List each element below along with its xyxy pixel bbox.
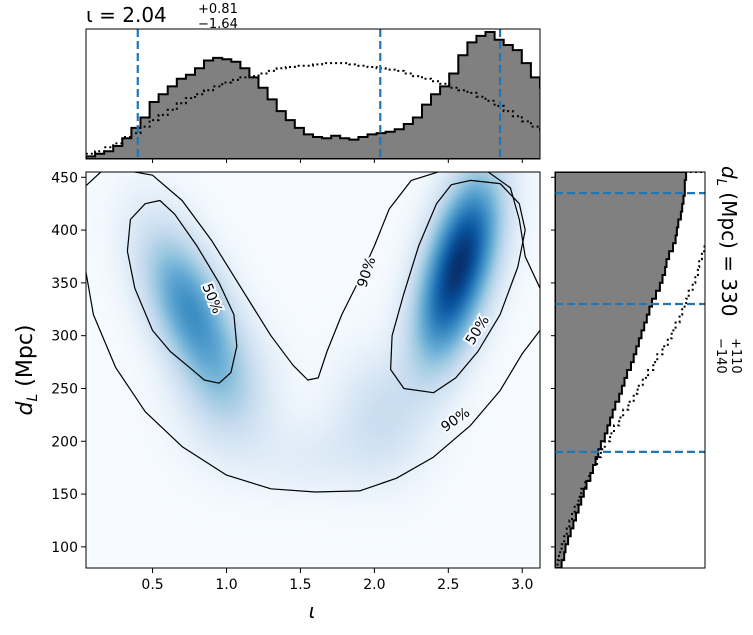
- contour-50pct-0: [126, 199, 238, 384]
- right-title-sub: −140: [713, 338, 728, 374]
- right-histogram: [551, 171, 706, 569]
- right-frame: [554, 171, 706, 569]
- x-axis-label: ι: [309, 599, 316, 623]
- y-axis-label: dL (Mpc): [13, 325, 41, 416]
- top-frame: [85, 28, 541, 160]
- top-histogram: [85, 28, 541, 163]
- x-tick-label: 0.5: [141, 577, 163, 593]
- contour-90pct-3: [86, 272, 540, 493]
- right-prior-histogram: [555, 172, 705, 568]
- right-title-var: d: [717, 166, 741, 179]
- right-title-sup: +110: [728, 338, 743, 374]
- y-tick-label: 350: [51, 276, 78, 292]
- y-tick-label: 450: [51, 170, 78, 186]
- x-tick-label: 1.0: [215, 577, 237, 593]
- y-axis-label-unit: (Mpc): [13, 325, 38, 394]
- contours: [86, 172, 540, 493]
- contour-50pct-1: [390, 179, 526, 394]
- top-posterior-histogram: [86, 31, 540, 159]
- y-tick-label: 400: [51, 223, 78, 239]
- y-tick-label: 150: [51, 487, 78, 503]
- x-tick-label: 2.5: [437, 577, 459, 593]
- x-tick-label: 2.0: [363, 577, 385, 593]
- main-frame: [85, 171, 541, 569]
- x-tick-label: 3.0: [511, 577, 533, 593]
- y-axis-label-sub: L: [25, 394, 41, 402]
- y-tick-label: 200: [51, 434, 78, 450]
- contour-90pct-2: [86, 172, 540, 381]
- right-posterior-histogram: [555, 172, 688, 568]
- y-tick-label: 250: [51, 381, 78, 397]
- main-heatmap: 50%50%90%90%0.5 1.0 1.5 2.0 2.5 3.01001502002…: [51, 170, 541, 593]
- top-prior-histogram: [86, 62, 540, 159]
- right-title: dL (Mpc) = 330 +110 −140: [713, 166, 743, 374]
- y-axis-label-main: d: [13, 400, 38, 415]
- top-title-sub: −1.64: [198, 17, 238, 32]
- y-tick-label: 300: [51, 329, 78, 345]
- density-image: [86, 172, 540, 568]
- top-title-sup: +0.81: [198, 2, 238, 17]
- svg-text:dL (Mpc) = 330: dL (Mpc) = 330: [713, 166, 741, 317]
- right-title-var-sub: L: [713, 179, 728, 186]
- y-tick-label: 100: [51, 540, 78, 556]
- x-tick-label: 1.5: [289, 577, 311, 593]
- top-title-value: ι = 2.04: [86, 3, 167, 27]
- right-title-value: (Mpc) = 330: [717, 186, 741, 317]
- top-title: ι = 2.04: [86, 3, 167, 27]
